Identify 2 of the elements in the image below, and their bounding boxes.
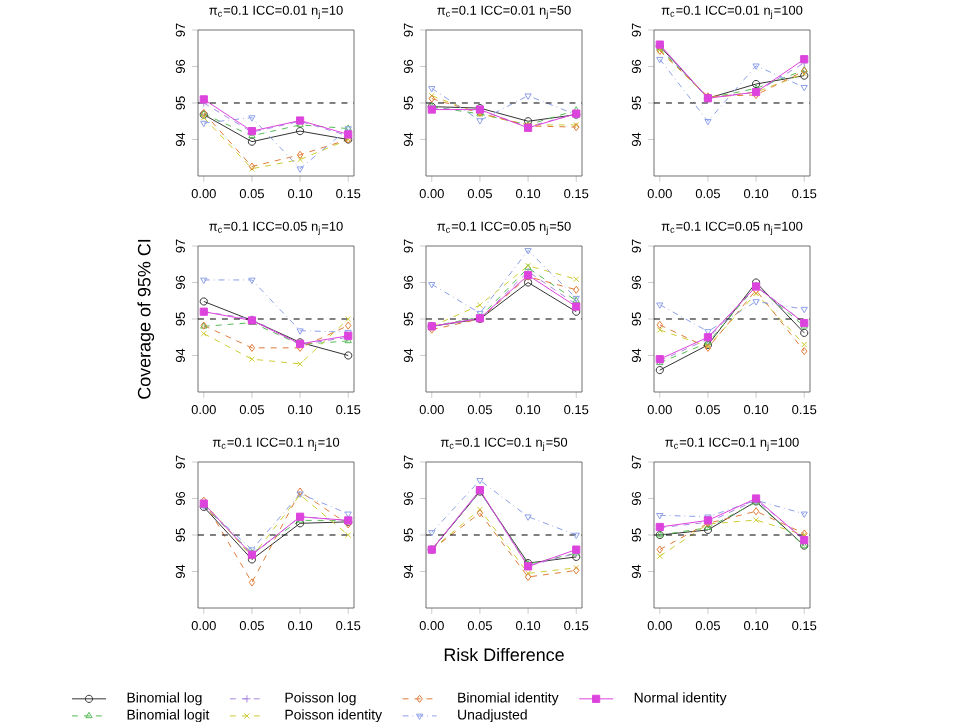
- x-axis-title: Risk Difference: [444, 647, 564, 662]
- y-axis-title: Coverage of 95% CI: [137, 239, 155, 399]
